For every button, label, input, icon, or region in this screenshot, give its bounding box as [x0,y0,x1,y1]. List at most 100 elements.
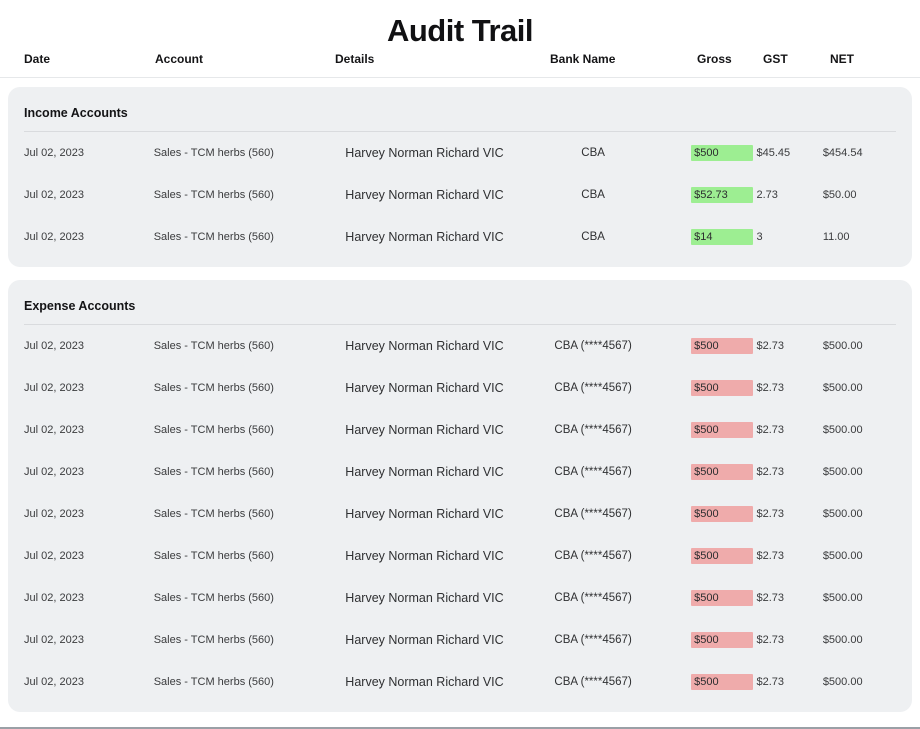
cell-account: Sales - TCM herbs (560) [153,424,274,436]
cell-date: Jul 02, 2023 [24,466,84,478]
table-row: Jul 02, 2023 Sales - TCM herbs (560) Harve… [8,216,912,258]
cell-date: Jul 02, 2023 [24,340,84,352]
page-title: Audit Trail [386,13,534,48]
cell-net: $454.54 [822,147,863,159]
cell-gross: $500 [691,590,756,606]
cell-bank: CBA (****4567) [554,676,632,688]
cell-gross: $500 [691,338,756,354]
gross-highlight: $500 [691,464,754,480]
cell-details: Harvey Norman Richard VIC [345,675,504,689]
cell-account: Sales - TCM herbs (560) [153,189,274,201]
cell-gross: $500 [691,674,756,690]
cell-date: Jul 02, 2023 [24,382,84,394]
cell-bank: CBA [581,231,605,243]
cell-gst: $2.73 [756,550,784,562]
cell-account: Sales - TCM herbs (560) [153,508,274,520]
cell-gross: $500 [691,464,756,480]
cell-account: Sales - TCM herbs (560) [153,592,274,604]
table-row: Jul 02, 2023 Sales - TCM herbs (560) Harve… [8,451,912,493]
column-header-date: Date [24,52,51,66]
cell-date: Jul 02, 2023 [24,676,84,688]
cell-net: 11.00 [822,231,850,243]
section-expense-accounts: Expense Accounts Jul 02, 2023 Sales - TCM … [8,280,912,712]
section-divider [24,324,896,325]
cell-bank: CBA [581,147,605,159]
column-header-account: Account [155,52,203,66]
cell-gross: $52.73 [691,187,756,203]
table-row: Jul 02, 2023 Sales - TCM herbs (560) Harve… [8,409,912,451]
cell-account: Sales - TCM herbs (560) [153,634,274,646]
table-row: Jul 02, 2023 Sales - TCM herbs (560) Harve… [8,367,912,409]
cell-gst: 2.73 [756,189,778,201]
cell-bank: CBA (****4567) [554,340,632,352]
cell-net: $500.00 [822,634,863,646]
cell-account: Sales - TCM herbs (560) [153,676,274,688]
gross-highlight: $500 [691,548,754,564]
cell-details: Harvey Norman Richard VIC [345,339,504,353]
cell-bank: CBA (****4567) [554,592,632,604]
cell-net: $500.00 [822,466,863,478]
cell-account: Sales - TCM herbs (560) [153,147,274,159]
cell-account: Sales - TCM herbs (560) [153,231,274,243]
table-row: Jul 02, 2023 Sales - TCM herbs (560) Harve… [8,619,912,661]
section-title-income-accounts: Income Accounts [24,106,128,120]
cell-gst: $2.73 [756,424,784,436]
section-divider [24,131,896,132]
column-header-details: Details [335,52,375,66]
gross-highlight: $52.73 [691,187,754,203]
gross-highlight: $500 [691,338,754,354]
cell-gst: $45.45 [756,147,791,159]
cell-gst: $2.73 [756,340,784,352]
cell-date: Jul 02, 2023 [24,424,84,436]
cell-gross: $500 [691,632,756,648]
cell-net: $500.00 [822,550,863,562]
gross-highlight: $500 [691,632,754,648]
sections-container: Income Accounts Jul 02, 2023 Sales - TCM h… [0,87,920,712]
table-row: Jul 02, 2023 Sales - TCM herbs (560) Harve… [8,661,912,703]
cell-gross: $500 [691,422,756,438]
gross-highlight: $14 [691,229,754,245]
cell-net: $500.00 [822,424,863,436]
cell-date: Jul 02, 2023 [24,147,84,159]
cell-gross: $500 [691,380,756,396]
cell-gross: $500 [691,506,756,522]
cell-net: $500.00 [822,592,863,604]
cell-date: Jul 02, 2023 [24,231,84,243]
cell-bank: CBA (****4567) [554,634,632,646]
section-title-expense-accounts: Expense Accounts [24,299,136,313]
cell-bank: CBA [581,189,605,201]
cell-gross: $500 [691,145,756,161]
section-income-accounts: Income Accounts Jul 02, 2023 Sales - TCM h… [8,87,912,267]
table-header-row: Date Account Details Bank Name Gross GST… [0,41,920,78]
cell-details: Harvey Norman Richard VIC [345,423,504,437]
cell-gst: $2.73 [756,466,784,478]
cell-net: $500.00 [822,382,863,394]
cell-account: Sales - TCM herbs (560) [153,340,274,352]
cell-bank: CBA (****4567) [554,550,632,562]
table-row: Jul 02, 2023 Sales - TCM herbs (560) Harve… [8,493,912,535]
gross-highlight: $500 [691,674,754,690]
column-header-net: NET [830,52,854,66]
cell-net: $500.00 [822,340,863,352]
column-header-bank-name: Bank Name [550,52,616,66]
cell-details: Harvey Norman Richard VIC [345,507,504,521]
cell-bank: CBA (****4567) [554,466,632,478]
cell-gst: 3 [756,231,763,243]
cell-details: Harvey Norman Richard VIC [345,591,504,605]
gross-highlight: $500 [691,422,754,438]
cell-date: Jul 02, 2023 [24,550,84,562]
column-header-gst: GST [763,52,788,66]
gross-highlight: $500 [691,145,754,161]
cell-net: $50.00 [822,189,857,201]
cell-gross: $14 [691,229,756,245]
cell-bank: CBA (****4567) [554,382,632,394]
cell-gst: $2.73 [756,676,784,688]
cell-date: Jul 02, 2023 [24,189,84,201]
cell-date: Jul 02, 2023 [24,508,84,520]
cell-net: $500.00 [822,676,863,688]
gross-highlight: $500 [691,506,754,522]
cell-bank: CBA (****4567) [554,424,632,436]
cell-details: Harvey Norman Richard VIC [345,146,504,160]
table-row: Jul 02, 2023 Sales - TCM herbs (560) Harve… [8,325,912,367]
cell-gst: $2.73 [756,382,784,394]
